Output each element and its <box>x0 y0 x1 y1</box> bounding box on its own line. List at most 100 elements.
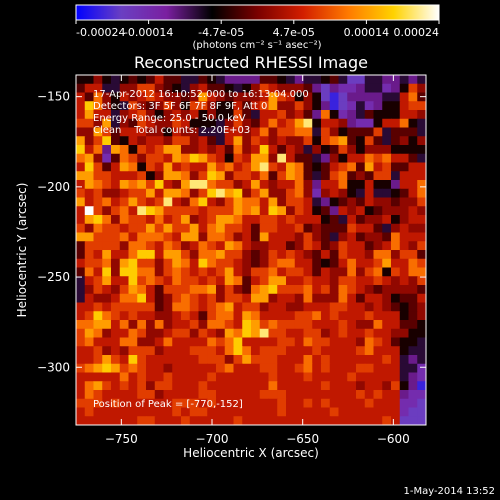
heatmap-cell <box>198 206 208 216</box>
heatmap-cell <box>224 75 235 85</box>
heatmap-cell <box>242 276 252 286</box>
heatmap-cell <box>102 302 112 312</box>
heatmap-cell <box>399 206 410 216</box>
heatmap-cell <box>181 188 191 199</box>
heatmap-cell <box>242 180 252 190</box>
heatmap-cell <box>76 302 86 312</box>
heatmap-cell <box>347 171 357 181</box>
heatmap-cell <box>373 355 383 365</box>
heatmap-cell <box>84 215 95 225</box>
heatmap-cell <box>233 311 243 321</box>
heatmap-cell <box>111 171 121 181</box>
heatmap-cell <box>268 197 278 207</box>
heatmap-cell <box>408 110 418 120</box>
heatmap-cell <box>329 337 340 347</box>
heatmap-cell <box>181 276 191 286</box>
heatmap-cell <box>399 381 410 391</box>
heatmap-cell <box>391 197 401 207</box>
heatmap-cell <box>303 372 313 382</box>
heatmap-cell <box>154 355 165 365</box>
heatmap-cell <box>216 328 226 339</box>
heatmap-cell <box>268 320 278 330</box>
heatmap-cell <box>181 197 191 207</box>
heatmap-cell <box>356 197 366 207</box>
heatmap-cell <box>137 206 147 216</box>
heatmap-cell <box>347 83 357 94</box>
heatmap-cell <box>364 92 375 102</box>
heatmap-cell <box>347 320 357 330</box>
heatmap-cell <box>119 241 130 251</box>
heatmap-cell <box>312 206 322 216</box>
heatmap-cell <box>154 416 165 425</box>
heatmap-cell <box>286 276 296 286</box>
heatmap-cell <box>181 250 191 260</box>
heatmap-cell <box>224 276 235 286</box>
heatmap-cell <box>189 92 200 102</box>
heatmap-cell <box>356 250 366 260</box>
heatmap-cell <box>364 311 375 321</box>
heatmap-cell <box>408 390 418 400</box>
heatmap-cell <box>93 302 103 312</box>
heatmap-cell <box>399 127 410 137</box>
heatmap-cell <box>338 302 348 312</box>
heatmap-cell <box>146 145 156 155</box>
heatmap-cell <box>128 153 138 164</box>
heatmap-cell <box>163 416 173 425</box>
heatmap-cell <box>329 171 340 181</box>
heatmap-cell <box>268 162 278 172</box>
heatmap-cell <box>137 250 147 260</box>
heatmap-cell <box>146 83 156 94</box>
heatmap-cell <box>268 293 278 304</box>
heatmap-cell <box>347 285 357 295</box>
heatmap-cell <box>303 302 313 312</box>
heatmap-cell <box>399 407 410 417</box>
heatmap-cell <box>146 258 156 269</box>
heatmap-cell <box>242 258 252 269</box>
heatmap-cell <box>111 293 121 304</box>
heatmap-cell <box>312 337 322 347</box>
heatmap-cell <box>373 136 383 146</box>
heatmap-cell <box>146 363 156 374</box>
heatmap-cell <box>277 302 287 312</box>
heatmap-cell <box>224 162 235 172</box>
heatmap-cell <box>338 346 348 356</box>
heatmap-cell <box>102 398 112 409</box>
colorbar-ticks: -0.00024-0.00014 -4.7e-05 4.7e-05 0.00014 0.… <box>75 20 440 39</box>
heatmap-cell <box>76 407 86 417</box>
heatmap-cell <box>417 293 426 304</box>
heatmap-cell <box>84 258 95 269</box>
heatmap-cell <box>119 407 130 417</box>
heatmap-cell <box>251 110 261 120</box>
heatmap-cell <box>373 381 383 391</box>
colorbar-tick-label: 0.00014 <box>344 26 390 39</box>
heatmap-cell <box>312 372 322 382</box>
heatmap-cell <box>347 118 357 129</box>
observation-info: 17-Apr-2012 16:10:52.000 to 16:13:04.000… <box>93 89 309 136</box>
heatmap-cell <box>93 206 103 216</box>
heatmap-cell <box>163 250 173 260</box>
heatmap-cell <box>303 206 313 216</box>
heatmap-cell <box>207 346 217 356</box>
heatmap-cell <box>382 250 392 260</box>
heatmap-cell <box>198 285 208 295</box>
heatmap-cell <box>181 162 191 172</box>
heatmap-cell <box>329 390 340 400</box>
heatmap-cell <box>146 92 156 102</box>
heatmap-cell <box>181 311 191 321</box>
heatmap-cell <box>224 250 235 260</box>
heatmap-cell <box>338 355 348 365</box>
heatmap-cell <box>119 83 130 94</box>
heatmap-cell <box>382 92 392 102</box>
heatmap-cell <box>294 416 305 425</box>
heatmap-cell <box>399 232 410 242</box>
heatmap-cell <box>373 162 383 172</box>
heatmap-cell <box>181 320 191 330</box>
heatmap-cell <box>119 398 130 409</box>
heatmap-cell <box>294 127 305 137</box>
heatmap-cell <box>277 118 287 129</box>
heatmap-cell <box>102 390 112 400</box>
heatmap-cell <box>189 223 200 234</box>
heatmap-cell <box>294 110 305 120</box>
heatmap-cell <box>373 302 383 312</box>
heatmap-cell <box>163 311 173 321</box>
